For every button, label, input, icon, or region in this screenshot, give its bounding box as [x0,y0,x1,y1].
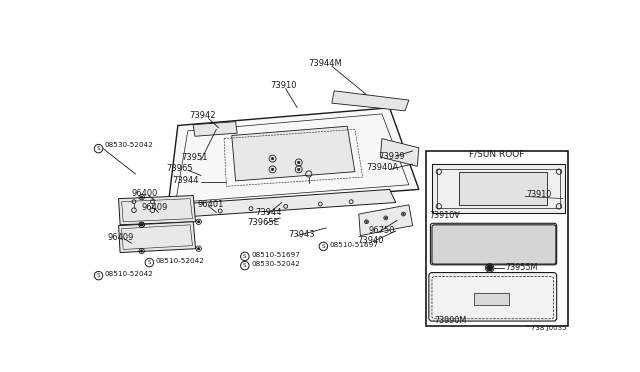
Bar [474,294,509,305]
Text: S: S [97,146,100,151]
Text: 08530-52042: 08530-52042 [251,261,300,267]
Text: ^738 J0035: ^738 J0035 [525,325,566,331]
Text: S: S [322,244,325,249]
Circle shape [145,258,154,267]
Text: 96400: 96400 [132,189,158,198]
Polygon shape [118,222,196,253]
Circle shape [94,144,103,153]
Polygon shape [168,108,419,208]
Circle shape [94,272,103,280]
Text: 96409: 96409 [141,203,168,212]
Circle shape [141,250,143,252]
Text: 73942: 73942 [189,111,216,120]
Text: 73951: 73951 [182,153,208,162]
Polygon shape [193,122,237,136]
Circle shape [486,265,493,271]
Circle shape [271,157,274,160]
Text: 73939: 73939 [378,152,404,161]
Circle shape [298,161,300,164]
Text: 73955M: 73955M [505,263,538,272]
Text: S: S [97,273,100,278]
Text: 73910: 73910 [527,190,552,199]
Circle shape [141,224,143,226]
Text: 73944: 73944 [172,176,199,185]
Circle shape [385,217,387,219]
Circle shape [365,221,367,222]
Circle shape [298,168,300,170]
Text: 73944M: 73944M [308,60,342,68]
Polygon shape [232,126,355,181]
Circle shape [241,262,249,270]
Circle shape [241,252,249,261]
Circle shape [198,247,200,250]
Text: 73940: 73940 [357,236,384,245]
Text: 73965: 73965 [166,164,193,173]
FancyBboxPatch shape [432,225,556,264]
Circle shape [319,242,328,251]
Polygon shape [168,189,396,218]
Polygon shape [118,196,196,225]
Text: F/SUN ROOF: F/SUN ROOF [469,150,524,158]
Text: S: S [243,254,246,259]
Text: 96401: 96401 [197,200,223,209]
Circle shape [198,221,200,223]
Polygon shape [359,205,413,235]
Text: 73940A: 73940A [367,163,399,172]
Text: 73990M: 73990M [435,316,467,325]
FancyBboxPatch shape [429,273,557,321]
Text: 08510-52042: 08510-52042 [105,271,154,277]
Text: 08510-51697: 08510-51697 [251,252,300,258]
Text: 73943: 73943 [288,230,315,238]
Text: S: S [148,260,151,265]
Text: 96409: 96409 [107,232,133,242]
Text: 08530-52042: 08530-52042 [105,142,154,148]
Text: 73910V: 73910V [429,211,460,220]
Text: S: S [243,263,246,268]
Polygon shape [432,164,565,212]
Bar [426,151,568,326]
Text: 08510-51697: 08510-51697 [330,242,378,248]
Polygon shape [380,139,419,166]
Circle shape [141,196,143,198]
Text: 08510-52042: 08510-52042 [156,258,204,264]
Circle shape [403,213,404,215]
Polygon shape [332,91,409,111]
Polygon shape [459,172,547,205]
Text: 73965E: 73965E [247,218,279,227]
Text: 96750: 96750 [368,227,394,235]
Circle shape [141,224,143,226]
Text: 73910: 73910 [270,81,297,90]
Text: 73944: 73944 [255,208,282,217]
Circle shape [271,168,274,170]
